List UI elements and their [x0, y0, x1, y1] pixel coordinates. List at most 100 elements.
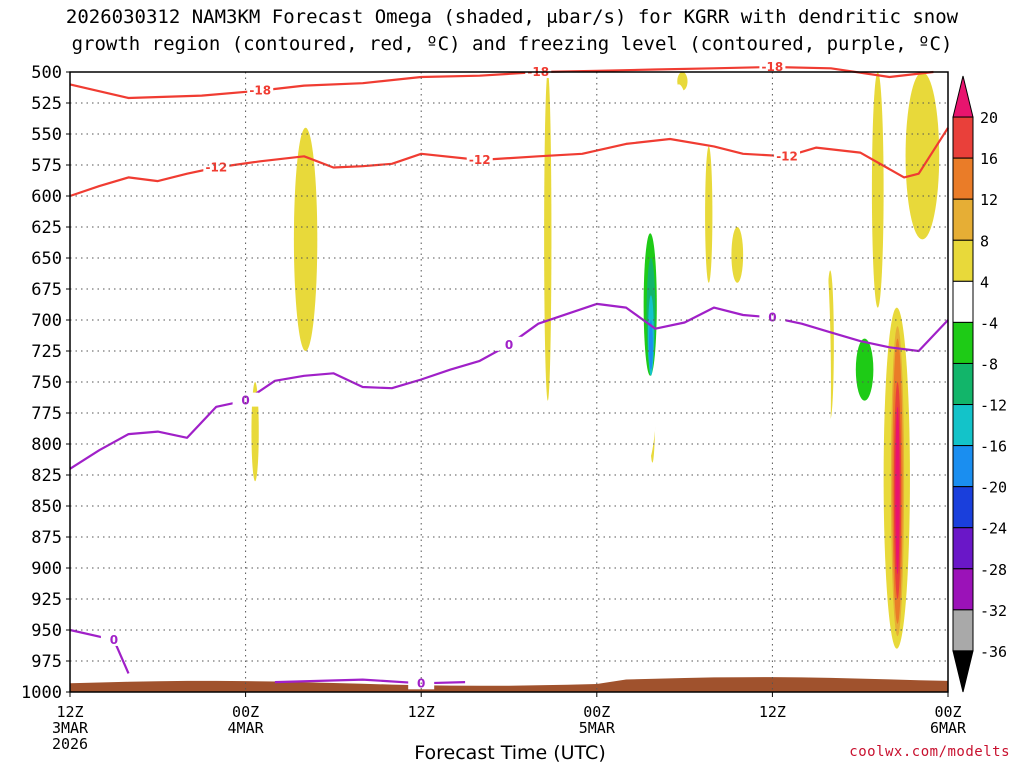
colorbar-label: -16	[980, 438, 1007, 456]
omega-shade-17	[583, 289, 647, 581]
colorbar-label: 12	[980, 191, 998, 209]
y-tick-label: 825	[31, 466, 62, 486]
contour-label-bg	[100, 631, 127, 646]
y-tick-label: 900	[31, 559, 62, 579]
colorbar-label: -28	[980, 561, 1007, 579]
colorbar-band	[952, 486, 974, 529]
x-tick-label: 5MAR	[579, 719, 616, 737]
x-tick-label: 12Z	[759, 703, 786, 721]
colorbar-bottom-arrow	[952, 650, 974, 693]
source-credit: coolwx.com/modelts	[849, 744, 1010, 760]
omega-shade-9	[705, 146, 713, 283]
terrain-band	[70, 677, 948, 692]
y-tick-label: 575	[31, 156, 62, 176]
omega-shade-22	[789, 196, 802, 537]
contour-label: -12	[469, 153, 491, 167]
axes: 500 525 550 575 600 625 650 675 700 725 750 775 800 8…	[21, 63, 967, 753]
contour-1	[69, 127, 949, 198]
colorbar-band	[952, 362, 974, 406]
contour-label-bg	[774, 148, 801, 163]
contour-label: 0	[505, 338, 513, 352]
title-line-1: 2026030312 NAM3KM Forecast Omega (shaded…	[65, 6, 959, 28]
title-line-2: growth region (contoured, red, ºC) and f…	[71, 33, 953, 55]
colorbar-band	[952, 157, 974, 200]
colorbar-band	[952, 198, 974, 241]
x-tick-label: 4MAR	[228, 719, 265, 737]
colorbar-label: -32	[980, 602, 1007, 620]
y-tick-label: 750	[31, 373, 62, 393]
omega-shade-16	[523, 165, 529, 482]
colorbar-label: 8	[980, 232, 989, 250]
contour-0	[69, 65, 934, 100]
colorbar-label: 4	[980, 273, 989, 291]
colorbar-band	[952, 609, 974, 652]
y-tick-label: 1000	[21, 683, 62, 703]
y-tick-label: 500	[31, 63, 62, 83]
contour-label-bg	[466, 152, 493, 167]
contour-label: 0	[110, 633, 118, 647]
omega-shade-23	[810, 227, 831, 544]
contour-label-bg	[408, 675, 435, 690]
x-tick-label: 00Z	[934, 703, 961, 721]
contour-label-bg	[247, 82, 274, 97]
omega-shade-1	[251, 382, 259, 482]
colorbar-band	[952, 280, 974, 323]
colorbar-label: 16	[980, 150, 998, 168]
contour-label: -18	[249, 84, 271, 98]
x-tick-label: 00Z	[232, 703, 259, 721]
y-tick-label: 725	[31, 342, 62, 362]
x-tick-label: 12Z	[56, 703, 83, 721]
y-tick-label: 650	[31, 249, 62, 269]
colorbar-label: -24	[980, 520, 1007, 538]
x-tick-label: 12Z	[408, 703, 435, 721]
omega-shade-4	[731, 227, 744, 283]
x-tick-label: 6MAR	[930, 719, 967, 737]
y-tick-label: 700	[31, 311, 62, 331]
colorbar-label: -12	[980, 397, 1007, 415]
contour-label-bg	[203, 159, 230, 174]
contour-label: -12	[776, 149, 798, 163]
contour-label-bg	[759, 309, 786, 324]
y-tick-label: 675	[31, 280, 62, 300]
colorbar-band	[952, 445, 974, 488]
y-tick-label: 550	[31, 125, 62, 145]
contour-label-bg	[525, 64, 552, 78]
omega-shade-29	[855, 338, 874, 401]
colorbar-band	[952, 568, 974, 611]
x-axis-label: Forecast Time (UTC)	[414, 742, 606, 764]
contour-label: -18	[762, 60, 784, 74]
contour-label: 0	[768, 311, 776, 325]
colorbar: 20 16 12 8 4 -4 -8 -12 -16 -20 -24 -28 -32 -36	[952, 75, 1007, 693]
omega-shade-24	[839, 245, 878, 637]
colorbar-label: -4	[980, 314, 998, 332]
omega-shade-2	[544, 72, 552, 401]
colorbar-label: -36	[980, 643, 1007, 661]
colorbar-label: -8	[980, 355, 998, 373]
colorbar-band	[952, 116, 974, 159]
contour-label-bg	[232, 392, 259, 407]
omega-shade-6	[871, 72, 884, 308]
y-tick-label: 775	[31, 404, 62, 424]
y-tick-label: 875	[31, 528, 62, 548]
x-tick-label: 2026	[52, 735, 88, 753]
omega-shade-28	[648, 320, 653, 370]
colorbar-band	[952, 239, 974, 282]
y-tick-label: 925	[31, 590, 62, 610]
x-tick-label: 3MAR	[52, 719, 89, 737]
contour-label-bg	[496, 336, 522, 351]
y-tick-label: 975	[31, 652, 62, 672]
omega-shade-7	[905, 72, 940, 240]
contour-3	[274, 678, 466, 685]
omega-shade-21	[718, 158, 730, 227]
x-tick-label: 00Z	[583, 703, 610, 721]
omega-shade-0	[293, 127, 318, 352]
y-tick-label: 800	[31, 435, 62, 455]
omega-shade-20	[675, 301, 726, 581]
y-tick-label: 625	[31, 218, 62, 238]
colorbar-label: 20	[980, 109, 998, 127]
omega-shade-15	[172, 320, 177, 370]
omega-shade-19	[669, 84, 688, 159]
colorbar-band	[952, 321, 974, 364]
